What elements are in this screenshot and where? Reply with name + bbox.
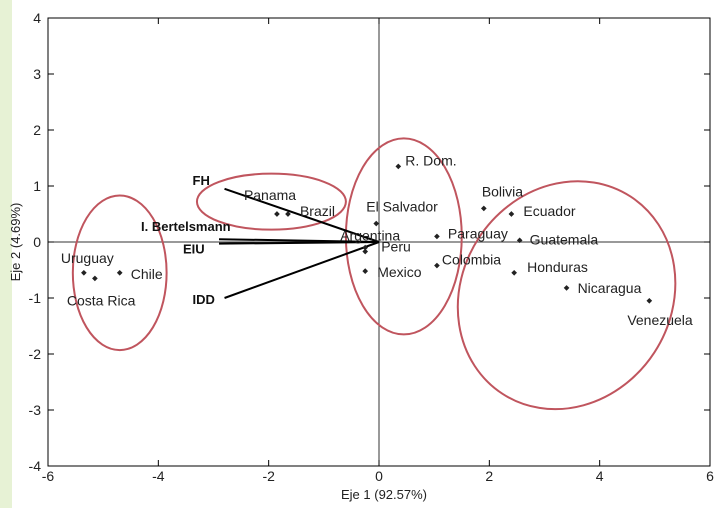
point-label: Bolivia	[482, 183, 523, 199]
data-point	[508, 211, 515, 217]
data-point	[116, 269, 123, 276]
y-tick-label: -4	[29, 458, 42, 474]
point-label: Brazil	[300, 203, 335, 219]
data-point	[434, 262, 440, 269]
vector-line	[219, 241, 380, 245]
y-tick-label: 4	[33, 10, 41, 26]
point-label: Paraguay	[448, 225, 508, 241]
vector-line	[224, 241, 380, 299]
x-tick-label: -2	[262, 468, 275, 484]
vector-label: FH	[193, 173, 210, 188]
point-label: Colombia	[442, 252, 501, 268]
point-label: R. Dom.	[405, 152, 456, 168]
cluster-ellipse-1	[71, 194, 168, 352]
data-point	[646, 297, 653, 304]
x-tick-label: 4	[596, 468, 604, 484]
vector-line	[224, 187, 380, 243]
point-label: Argentina	[340, 228, 400, 244]
data-point	[373, 220, 380, 227]
data-point	[480, 205, 487, 212]
x-axis-title: Eje 1 (92.57%)	[341, 487, 427, 502]
point-label: El Salvador	[366, 199, 438, 215]
point-label: Guatemala	[530, 231, 599, 247]
y-tick-label: 2	[33, 122, 41, 138]
data-point	[274, 211, 280, 217]
point-label: Mexico	[377, 264, 422, 280]
point-label: Uruguay	[61, 250, 114, 266]
point-label: Panama	[244, 187, 296, 203]
vector-label: EIU	[183, 242, 205, 257]
x-tick-label: -6	[42, 468, 55, 484]
point-label: Nicaragua	[578, 280, 642, 296]
vector-label: I. Bertelsmann	[141, 219, 231, 234]
point-label: Venezuela	[627, 312, 693, 328]
cluster-ellipse-4	[456, 180, 677, 411]
data-point	[362, 248, 369, 255]
y-tick-label: 0	[33, 234, 41, 250]
data-point	[92, 275, 98, 282]
data-point	[434, 233, 440, 240]
point-label: Costa Rica	[67, 292, 136, 308]
data-point	[362, 268, 369, 274]
point-label: Honduras	[527, 259, 588, 275]
point-label: Chile	[131, 266, 163, 282]
x-tick-label: -4	[152, 468, 165, 484]
data-point	[362, 244, 369, 251]
cluster-ellipse-3	[344, 137, 463, 336]
left-accent-band	[0, 0, 12, 508]
vector-label: IDD	[193, 292, 215, 307]
x-tick-label: 0	[375, 468, 383, 484]
x-tick-label: 2	[485, 468, 493, 484]
data-point	[516, 237, 523, 244]
x-tick-label: 6	[706, 468, 714, 484]
cluster-ellipse-2	[195, 172, 347, 231]
y-tick-label: -1	[29, 290, 42, 306]
data-point	[563, 285, 570, 291]
y-axis-title: Eje 2 (4.69%)	[8, 203, 23, 282]
data-point	[285, 211, 291, 217]
point-label: Ecuador	[523, 203, 575, 219]
y-tick-label: 3	[33, 66, 41, 82]
data-point	[81, 269, 87, 276]
point-label: Peru	[381, 239, 411, 255]
y-tick-label: -3	[29, 402, 42, 418]
y-tick-label: 1	[33, 178, 41, 194]
data-point	[511, 269, 517, 276]
y-tick-label: -2	[29, 346, 42, 362]
data-point	[395, 163, 402, 170]
